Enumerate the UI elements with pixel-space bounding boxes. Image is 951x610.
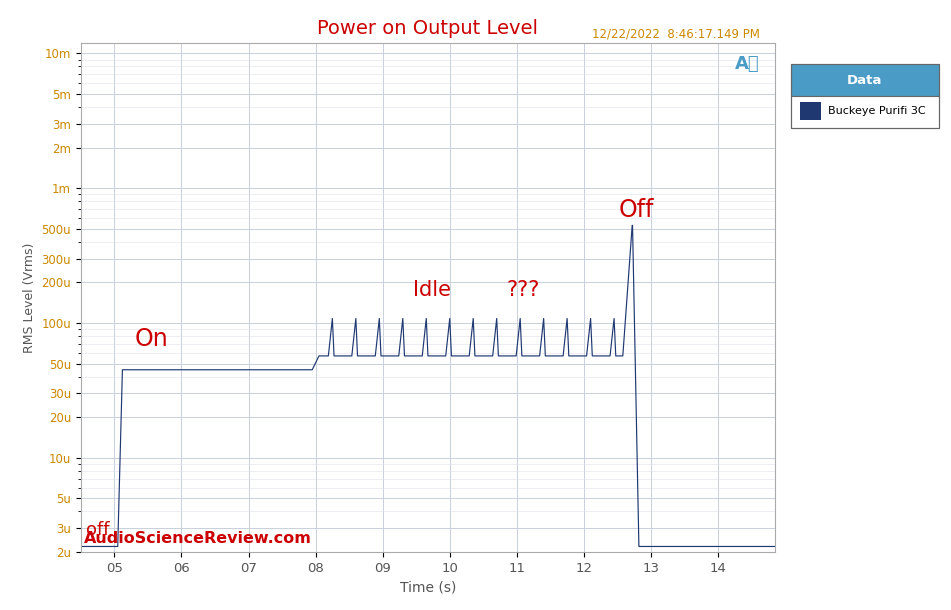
- Text: Data: Data: [847, 74, 883, 87]
- Bar: [791, 64, 939, 96]
- Text: Off: Off: [619, 198, 654, 222]
- Text: AudioScienceReview.com: AudioScienceReview.com: [85, 531, 312, 546]
- Text: Buckeye Purifi 3C: Buckeye Purifi 3C: [828, 107, 925, 117]
- Text: 12/22/2022  8:46:17.149 PM: 12/22/2022 8:46:17.149 PM: [592, 27, 760, 40]
- Text: Idle: Idle: [413, 280, 451, 300]
- Text: AⓅ: AⓅ: [735, 56, 760, 73]
- Title: Power on Output Level: Power on Output Level: [318, 20, 538, 38]
- X-axis label: Time (s): Time (s): [399, 580, 456, 594]
- Bar: [791, 96, 939, 128]
- Text: On: On: [134, 327, 168, 351]
- Text: off: off: [87, 521, 109, 539]
- Y-axis label: RMS Level (Vrms): RMS Level (Vrms): [23, 242, 36, 353]
- Bar: [800, 102, 821, 120]
- Text: ???: ???: [507, 280, 540, 300]
